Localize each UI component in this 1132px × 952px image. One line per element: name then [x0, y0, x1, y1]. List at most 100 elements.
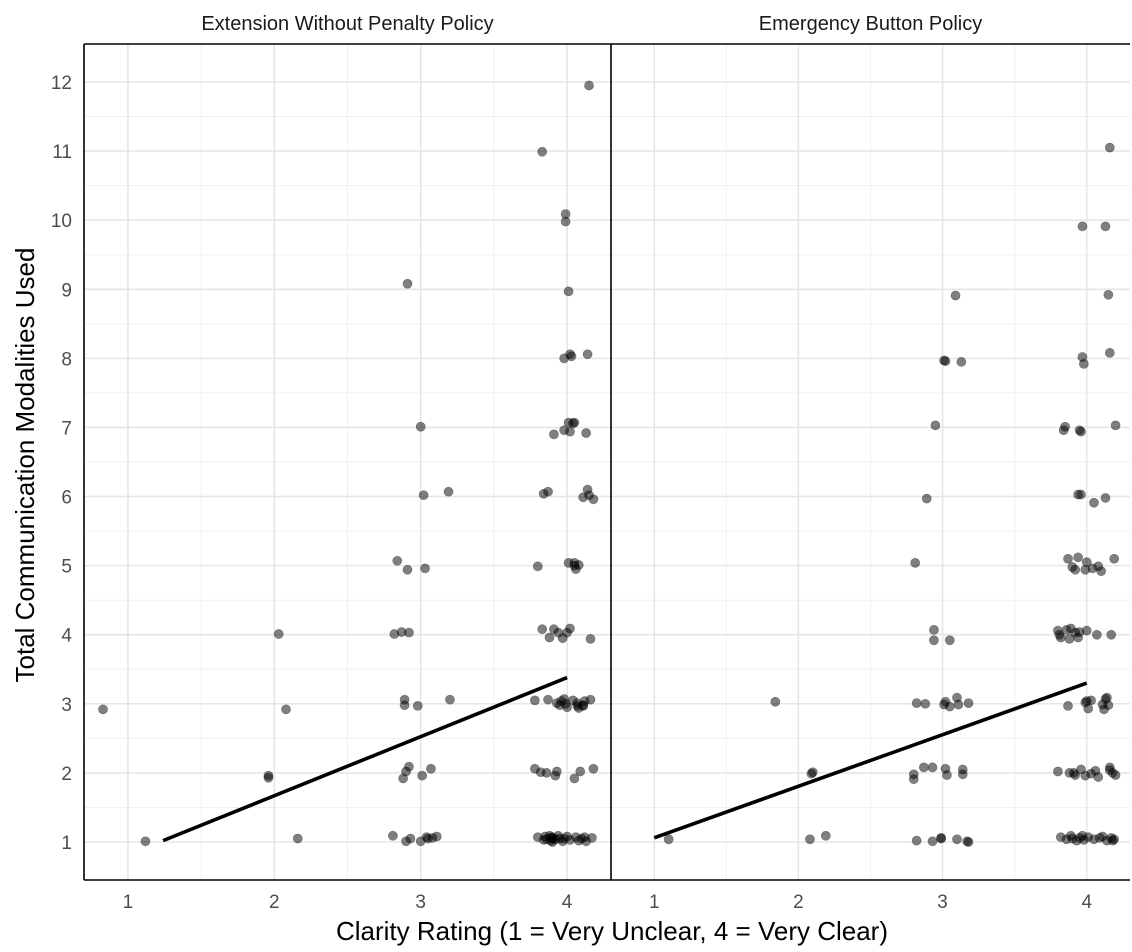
x-tick-label: 1 — [649, 892, 660, 913]
data-point — [562, 702, 572, 713]
data-point — [551, 766, 562, 777]
data-point — [1070, 564, 1081, 575]
data-point — [927, 836, 938, 847]
data-point — [445, 694, 455, 705]
data-point — [404, 627, 414, 638]
x-tick-label: 4 — [1081, 892, 1092, 913]
data-point — [1109, 834, 1120, 845]
y-tick-label: 12 — [51, 73, 72, 94]
data-point — [392, 555, 403, 566]
data-point — [565, 623, 575, 634]
panel-title: Emergency Button Policy — [759, 13, 982, 35]
data-point — [584, 80, 594, 91]
data-point — [581, 428, 592, 438]
data-point — [543, 694, 553, 705]
data-point — [1077, 221, 1088, 232]
data-point — [532, 561, 543, 572]
y-axis-title: Total Communication Modalities Used — [10, 248, 40, 683]
data-point — [770, 696, 781, 707]
data-point — [537, 624, 548, 635]
data-point — [952, 834, 962, 845]
data-point — [569, 417, 580, 428]
data-point — [918, 762, 929, 773]
data-point — [415, 421, 426, 432]
data-point — [807, 767, 818, 778]
y-tick-label: 11 — [52, 142, 72, 163]
data-point — [560, 216, 571, 227]
data-point — [1103, 289, 1114, 300]
data-point — [426, 763, 436, 774]
data-point — [1060, 421, 1071, 432]
y-tick-label: 1 — [61, 833, 72, 854]
x-tick-label: 1 — [123, 892, 134, 913]
trend-line — [653, 681, 1088, 840]
data-point — [263, 772, 274, 783]
data-point — [582, 349, 593, 360]
x-tick-label: 2 — [793, 892, 804, 913]
y-tick-label: 6 — [61, 488, 72, 509]
data-point — [1073, 552, 1083, 563]
data-point — [929, 635, 939, 646]
data-point — [443, 486, 454, 497]
data-point — [420, 563, 430, 574]
data-point — [820, 830, 831, 841]
data-point — [942, 770, 952, 780]
data-point — [537, 146, 548, 157]
data-point — [1070, 770, 1081, 780]
data-point — [566, 351, 577, 362]
data-point — [273, 629, 284, 639]
y-tick-label: 3 — [61, 695, 72, 716]
data-point — [1078, 358, 1089, 369]
data-point — [1103, 700, 1114, 711]
data-point — [529, 695, 540, 706]
data-point — [1076, 489, 1086, 500]
data-point — [565, 426, 575, 437]
data-point — [963, 837, 974, 847]
data-point — [588, 763, 599, 774]
data-point — [140, 836, 151, 847]
data-point — [1104, 142, 1115, 153]
data-point — [402, 564, 413, 575]
data-point — [1110, 770, 1121, 780]
data-point — [431, 831, 442, 842]
data-point — [957, 769, 968, 780]
data-point — [575, 766, 586, 777]
data-point — [944, 701, 955, 712]
y-tick-label: 2 — [61, 764, 72, 785]
data-point — [587, 832, 597, 843]
data-point — [1109, 553, 1120, 564]
x-tick-label: 2 — [269, 892, 280, 913]
data-point — [1110, 420, 1121, 431]
data-point — [541, 768, 552, 778]
data-point — [929, 624, 939, 635]
data-point — [418, 490, 429, 501]
data-point — [1089, 497, 1099, 508]
data-point — [963, 698, 974, 709]
data-point — [921, 493, 932, 504]
data-point — [920, 698, 931, 709]
y-tick-label: 4 — [61, 626, 72, 647]
x-tick-label: 3 — [937, 892, 948, 913]
data-point — [1100, 221, 1111, 232]
data-point — [1081, 557, 1092, 568]
trend-line — [162, 675, 568, 843]
data-point — [927, 762, 938, 773]
data-point — [1106, 629, 1117, 640]
y-tick-label: 7 — [61, 418, 72, 439]
data-point — [387, 830, 398, 841]
y-tick-label: 10 — [51, 211, 72, 232]
data-point — [1053, 766, 1063, 777]
data-point — [930, 420, 941, 431]
data-point — [98, 704, 108, 715]
data-point — [292, 833, 303, 844]
data-point — [1081, 625, 1092, 636]
data-point — [1104, 347, 1115, 358]
data-point — [1091, 629, 1102, 640]
data-point — [588, 494, 599, 505]
data-point — [544, 632, 555, 643]
data-point — [1055, 632, 1066, 643]
y-tick-label: 5 — [61, 557, 72, 578]
data-point — [1076, 426, 1086, 437]
